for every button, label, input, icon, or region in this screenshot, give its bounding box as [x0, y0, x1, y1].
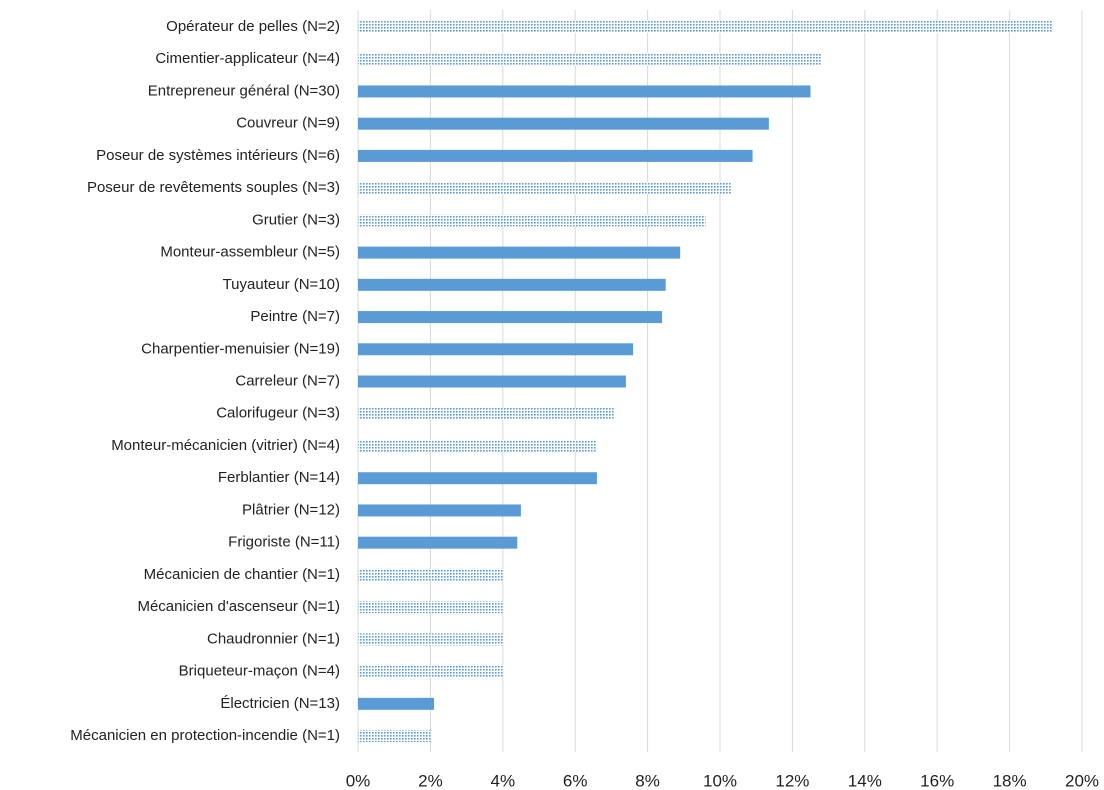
- x-tick-label: 6%: [563, 771, 588, 790]
- bar: [358, 278, 666, 291]
- x-tick-label: 12%: [775, 771, 809, 790]
- y-tick-label: Plâtrier (N=12): [242, 501, 340, 518]
- bar: [358, 149, 753, 162]
- bar: [358, 117, 769, 130]
- bar: [358, 311, 663, 324]
- bar: [358, 85, 811, 98]
- y-tick-label: Poseur de systèmes intérieurs (N=6): [96, 147, 340, 164]
- y-tick-label: Entrepreneur général (N=30): [148, 82, 340, 99]
- bar: [358, 697, 435, 710]
- y-tick-label: Carreleur (N=7): [235, 372, 340, 389]
- y-tick-label: Calorifugeur (N=3): [216, 405, 340, 422]
- bar: [358, 665, 503, 678]
- y-tick-label: Monteur-mécanicien (vitrier) (N=4): [111, 437, 340, 454]
- bar: [358, 730, 431, 743]
- y-tick-label: Poseur de revêtements souples (N=3): [87, 179, 340, 196]
- x-tick-label: 16%: [920, 771, 954, 790]
- bar: [358, 407, 616, 420]
- bar: [358, 601, 503, 614]
- bar: [358, 439, 597, 452]
- x-tick-label: 10%: [703, 771, 737, 790]
- y-tick-label: Mécanicien de chantier (N=1): [144, 566, 340, 583]
- y-tick-label: Charpentier-menuisier (N=19): [141, 340, 340, 357]
- bar: [358, 182, 731, 195]
- bar: [358, 214, 706, 227]
- bar: [358, 472, 597, 485]
- y-tick-label: Ferblantier (N=14): [218, 469, 340, 486]
- y-tick-label: Mécanicien d'ascenseur (N=1): [137, 598, 340, 615]
- y-tick-label: Monteur-assembleur (N=5): [160, 244, 340, 261]
- bar: [358, 53, 822, 66]
- bar: [358, 375, 626, 388]
- y-tick-label: Peintre (N=7): [250, 308, 340, 325]
- x-tick-label: 4%: [491, 771, 516, 790]
- y-tick-label: Briqueteur-maçon (N=4): [179, 663, 340, 680]
- bar: [358, 536, 518, 549]
- x-tick-label: 0%: [346, 771, 371, 790]
- x-tick-label: 8%: [635, 771, 660, 790]
- x-tick-label: 14%: [848, 771, 882, 790]
- x-tick-label: 2%: [418, 771, 443, 790]
- y-tick-label: Cimentier-applicateur (N=4): [155, 50, 340, 67]
- bar: [358, 504, 521, 517]
- y-tick-label: Grutier (N=3): [252, 211, 340, 228]
- y-tick-label: Mécanicien en protection-incendie (N=1): [70, 727, 340, 744]
- y-tick-label: Opérateur de pelles (N=2): [166, 18, 340, 35]
- x-tick-label: 18%: [993, 771, 1027, 790]
- y-tick-label: Électricien (N=13): [220, 695, 340, 712]
- y-tick-label: Chaudronnier (N=1): [207, 630, 340, 647]
- bar: [358, 343, 634, 356]
- x-tick-label: 20%: [1065, 771, 1099, 790]
- bar: [358, 21, 1054, 33]
- bar: [358, 568, 503, 581]
- y-tick-label: Frigoriste (N=11): [228, 534, 340, 551]
- y-tick-label: Tuyauteur (N=10): [223, 276, 340, 293]
- bar: [358, 246, 681, 259]
- bar: [358, 633, 503, 646]
- y-tick-label: Couvreur (N=9): [236, 115, 340, 132]
